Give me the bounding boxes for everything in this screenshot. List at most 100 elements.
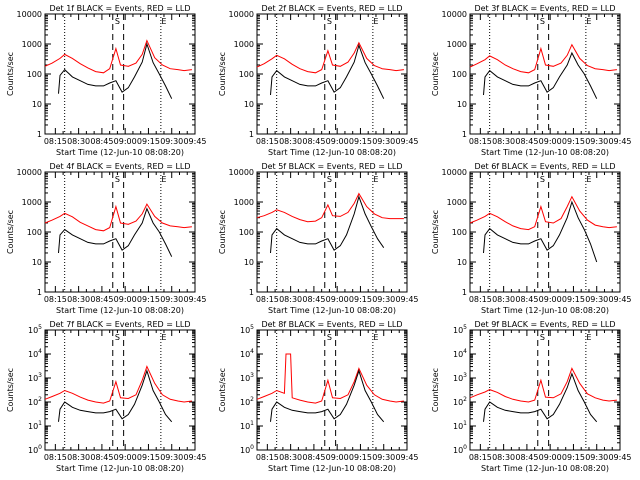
- xtick-label: 08:45: [515, 453, 538, 462]
- series-black-events: [483, 200, 598, 263]
- marker-letter: S: [327, 17, 332, 26]
- xtick-label: 09:00: [539, 295, 562, 304]
- chart-title: Det 8f BLACK = Events, RED = LLD: [261, 320, 402, 329]
- xtick-label: 09:15: [562, 295, 585, 304]
- axes-frame: [44, 329, 196, 451]
- xtick-label: 08:30: [279, 453, 302, 462]
- xtick-label: 09:45: [183, 295, 206, 304]
- xtick-label: 09:00: [539, 137, 562, 146]
- xtick-label: 09:15: [562, 137, 585, 146]
- xtick-label: 09:15: [349, 295, 372, 304]
- ytick-exponent: 3: [250, 372, 254, 379]
- axes-frame: [256, 13, 408, 135]
- xtick-label: 09:30: [160, 453, 183, 462]
- chart-panel-1: Det 1f BLACK = Events, RED = LLD 1 10 100 10…: [6, 4, 207, 157]
- xtick-label: 08:45: [302, 453, 325, 462]
- y-axis-label: Counts/sec: [6, 52, 15, 96]
- ytick-label: 10000: [229, 168, 254, 177]
- series-black-events: [483, 372, 598, 423]
- xtick-label: 09:15: [349, 453, 372, 462]
- xtick-label: 08:45: [90, 137, 113, 146]
- xtick-label: 08:15: [469, 137, 492, 146]
- x-axis-label: Start Time (12-Jun-10 08:08:20): [268, 148, 396, 157]
- y-axis-label: Counts/sec: [431, 52, 440, 96]
- xtick-label: 08:45: [302, 295, 325, 304]
- ytick-label: 101: [28, 420, 42, 431]
- ytick-label: 105: [240, 324, 254, 335]
- ytick-exponent: 5: [250, 324, 254, 331]
- xtick-label: 08:15: [44, 453, 67, 462]
- xtick-label: 09:30: [372, 453, 395, 462]
- ytick-label: 100: [239, 228, 254, 237]
- x-axis-label: Start Time (12-Jun-10 08:08:20): [481, 464, 609, 473]
- y-axis-label: Counts/sec: [431, 210, 440, 254]
- axes-frame: [469, 329, 621, 451]
- ytick-label: 100: [453, 444, 467, 455]
- marker-letter: S: [115, 333, 120, 342]
- ytick-label: 10: [32, 100, 42, 109]
- ytick-label: 1000: [447, 198, 467, 207]
- ytick-label: 100: [28, 444, 42, 455]
- marker-letter: S: [540, 175, 545, 184]
- ytick-label: 100: [452, 228, 467, 237]
- y-axis-label: Counts/sec: [218, 368, 227, 412]
- ytick-exponent: 5: [463, 324, 467, 331]
- ytick-label: 104: [453, 348, 467, 359]
- ytick-exponent: 2: [38, 396, 42, 403]
- series-red-lld: [44, 203, 192, 232]
- chart-panel-3: Det 3f BLACK = Events, RED = LLD 1 10 100 10…: [431, 4, 632, 157]
- chart-title: Det 5f BLACK = Events, RED = LLD: [261, 162, 402, 171]
- series-red-lld: [469, 195, 617, 231]
- ytick-label: 102: [453, 396, 467, 407]
- xtick-label: 09:30: [585, 453, 608, 462]
- series-black-events: [270, 195, 385, 254]
- marker-letter: S: [115, 175, 120, 184]
- x-axis-label: Start Time (12-Jun-10 08:08:20): [481, 306, 609, 315]
- xtick-label: 09:45: [395, 295, 418, 304]
- marker-letter: S: [540, 333, 545, 342]
- ytick-exponent: 4: [38, 348, 42, 355]
- ytick-label: 1: [249, 288, 254, 297]
- ytick-label: 103: [453, 372, 467, 383]
- ytick-label: 100: [239, 70, 254, 79]
- x-axis-label: Start Time (12-Jun-10 08:08:20): [481, 148, 609, 157]
- xtick-label: 09:00: [114, 137, 137, 146]
- ytick-label: 1000: [22, 198, 42, 207]
- marker-letter: E: [161, 175, 166, 184]
- ytick-label: 104: [240, 348, 254, 359]
- marker-letter: S: [115, 17, 120, 26]
- ytick-label: 10: [244, 258, 254, 267]
- ytick-label: 100: [27, 228, 42, 237]
- chart-panel-9: Det 9f BLACK = Events, RED = LLD10010110…: [431, 320, 632, 473]
- ytick-label: 101: [240, 420, 254, 431]
- y-axis-label: Counts/sec: [431, 368, 440, 412]
- xtick-label: 09:45: [183, 137, 206, 146]
- xtick-label: 09:00: [326, 453, 349, 462]
- ytick-label: 10000: [229, 10, 254, 19]
- xtick-label: 08:30: [492, 137, 515, 146]
- xtick-label: 08:45: [90, 453, 113, 462]
- xtick-label: 09:30: [372, 137, 395, 146]
- xtick-label: 09:30: [160, 137, 183, 146]
- xtick-label: 09:00: [326, 137, 349, 146]
- series-red-lld: [256, 353, 404, 404]
- ytick-exponent: 5: [38, 324, 42, 331]
- xtick-label: 08:45: [515, 295, 538, 304]
- series-red-lld: [44, 39, 192, 74]
- ytick-label: 1000: [447, 40, 467, 49]
- ytick-label: 1000: [234, 40, 254, 49]
- ytick-label: 1000: [22, 40, 42, 49]
- ytick-label: 1: [249, 130, 254, 139]
- xtick-label: 08:15: [256, 295, 279, 304]
- xtick-label: 08:45: [90, 295, 113, 304]
- xtick-label: 08:30: [67, 453, 90, 462]
- series-black-events: [58, 369, 173, 423]
- chart-panel-4: Det 4f BLACK = Events, RED = LLD 1 10 100 10…: [6, 162, 207, 315]
- chart-title: Det 4f BLACK = Events, RED = LLD: [49, 162, 190, 171]
- xtick-label: 09:15: [137, 295, 160, 304]
- chart-title: Det 2f BLACK = Events, RED = LLD: [261, 4, 402, 13]
- xtick-label: 09:45: [608, 295, 631, 304]
- xtick-label: 09:45: [608, 137, 631, 146]
- series-black-events: [58, 207, 173, 257]
